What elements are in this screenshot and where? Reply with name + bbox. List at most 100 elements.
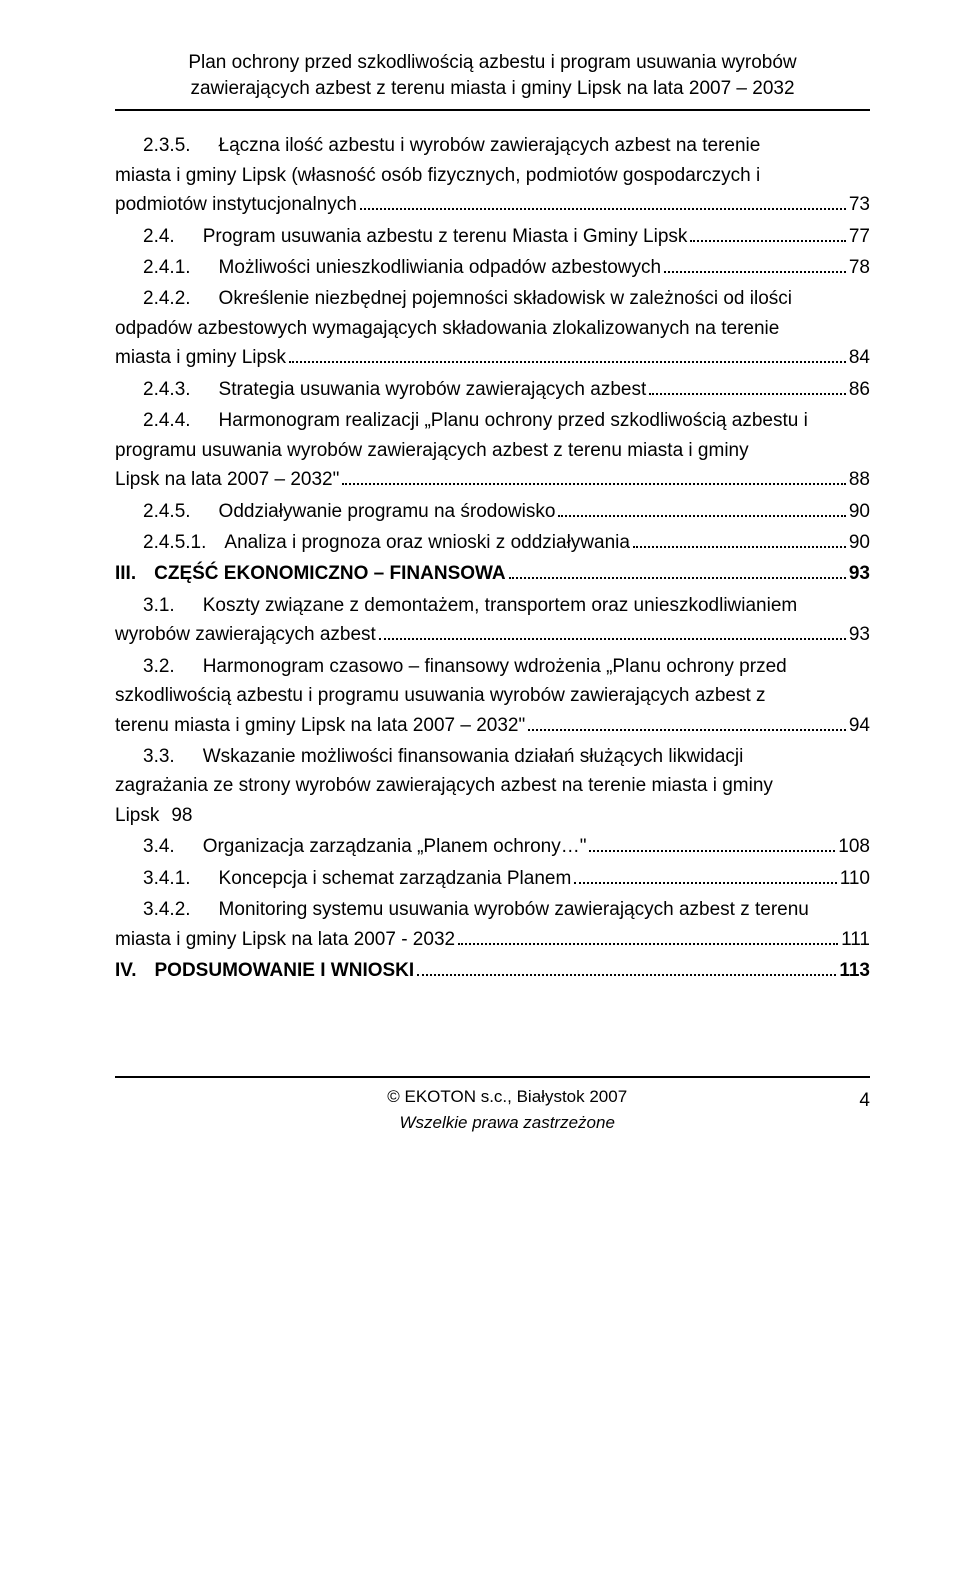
toc-title-cont: Lipsk na lata 2007 – 2032" <box>115 465 339 494</box>
toc-entry: 2.4.4. Harmonogram realizacji „Planu ochr… <box>115 406 870 494</box>
toc-entry: 2.4. Program usuwania azbestu z terenu Mi… <box>115 222 870 251</box>
toc-title-cont: miasta i gminy Lipsk <box>115 343 286 372</box>
toc-number: 2.4.3. <box>143 375 191 404</box>
toc-entry: 3.2. Harmonogram czasowo – finansowy wdro… <box>115 652 870 740</box>
toc-title-cont: odpadów azbestowych wymagających składow… <box>115 314 870 343</box>
toc-entry: III. CZĘŚĆ EKONOMICZNO – FINANSOWA 93 <box>115 559 870 588</box>
toc-leader-dots <box>633 546 846 548</box>
toc-page-number: 110 <box>840 864 870 893</box>
toc-firstline: 2.3.5. Łączna ilość azbestu i wyrobów zaw… <box>115 131 870 160</box>
toc-page-number: 78 <box>849 253 870 282</box>
toc-number: 2.4.1. <box>143 253 191 282</box>
toc-leader-dots <box>690 240 845 242</box>
toc-leader-dots <box>289 361 846 363</box>
toc-page-number: 113 <box>839 956 870 985</box>
toc-title-cont: miasta i gminy Lipsk (własność osób fizy… <box>115 161 870 190</box>
toc-leader-dots <box>360 208 846 210</box>
toc-leader-dots <box>589 850 835 852</box>
toc-number: 2.4. <box>143 222 175 251</box>
toc-title: Koszty związane z demontażem, transporte… <box>203 595 798 616</box>
toc-page-number: 73 <box>849 190 870 219</box>
toc-entry: 3.4. Organizacja zarządzania „Planem ochr… <box>115 832 870 861</box>
toc-firstline: 3.2. Harmonogram czasowo – finansowy wdro… <box>115 652 870 681</box>
toc-leader-dots <box>664 271 846 273</box>
toc-number: 3.1. <box>143 595 175 616</box>
toc-title-cont: terenu miasta i gminy Lipsk na lata 2007… <box>115 711 525 740</box>
toc-title: Strategia usuwania wyrobów zawierających… <box>219 375 647 404</box>
footer-center: © EKOTON s.c., Białystok 2007 Wszelkie p… <box>155 1084 859 1137</box>
toc-leader-dots <box>458 943 838 945</box>
toc-number: 2.3.5. <box>143 135 191 156</box>
toc-leader-dots <box>649 393 846 395</box>
toc-firstline: 3.3. Wskazanie możliwości finansowania dz… <box>115 742 870 771</box>
toc-title-cont: szkodliwością azbestu i programu usuwani… <box>115 681 870 710</box>
toc-entry: IV. PODSUMOWANIE I WNIOSKI 113 <box>115 956 870 985</box>
toc-title: Harmonogram realizacji „Planu ochrony pr… <box>219 410 808 431</box>
toc-firstline: 2.4.4. Harmonogram realizacji „Planu ochr… <box>115 406 870 435</box>
toc-title: Analiza i prognoza oraz wnioski z oddzia… <box>224 528 630 557</box>
toc-page-number: 98 <box>171 801 192 830</box>
toc-number: 3.4. <box>143 832 175 861</box>
toc-title-cont: programu usuwania wyrobów zawierających … <box>115 436 870 465</box>
toc-leader-dots <box>342 483 845 485</box>
toc-firstline: 2.4.2. Określenie niezbędnej pojemności s… <box>115 284 870 313</box>
toc-page-number: 90 <box>849 497 870 526</box>
toc-firstline: 3.4.2. Monitoring systemu usuwania wyrobó… <box>115 895 870 924</box>
toc-title-cont: miasta i gminy Lipsk na lata 2007 - 2032 <box>115 925 455 954</box>
toc-leader-dots <box>558 515 845 517</box>
toc-number: IV. <box>115 956 137 985</box>
toc-leader-dots <box>528 729 846 731</box>
toc-number: 3.3. <box>143 746 175 767</box>
toc-title-cont: Lipsk <box>115 801 159 830</box>
toc-entry: 3.4.2. Monitoring systemu usuwania wyrobó… <box>115 895 870 954</box>
toc-title-cont: zagrażania ze strony wyrobów zawierający… <box>115 771 870 800</box>
toc-title: Monitoring systemu usuwania wyrobów zawi… <box>219 899 809 920</box>
toc-number: 2.4.4. <box>143 410 191 431</box>
page-header: Plan ochrony przed szkodliwością azbestu… <box>115 50 870 111</box>
toc-leader-dots <box>509 577 846 579</box>
toc-entry: 2.4.3. Strategia usuwania wyrobów zawiera… <box>115 375 870 404</box>
toc-number: 2.4.5. <box>143 497 191 526</box>
toc-title: CZĘŚĆ EKONOMICZNO – FINANSOWA <box>154 559 506 588</box>
toc-page-number: 84 <box>849 343 870 372</box>
toc-entry: 2.4.1. Możliwości unieszkodliwiania odpad… <box>115 253 870 282</box>
toc-entry: 2.4.5.1.Analiza i prognoza oraz wnioski … <box>115 528 870 557</box>
toc-leader-dots <box>574 882 836 884</box>
toc-number: 3.2. <box>143 656 175 677</box>
toc-title: Określenie niezbędnej pojemności składow… <box>219 288 792 309</box>
page-footer: © EKOTON s.c., Białystok 2007 Wszelkie p… <box>115 1084 870 1137</box>
toc-entry: 3.4.1. Koncepcja i schemat zarządzania Pl… <box>115 864 870 893</box>
toc-title: PODSUMOWANIE I WNIOSKI <box>155 956 415 985</box>
page-number: 4 <box>859 1084 870 1115</box>
toc-title: Łączna ilość azbestu i wyrobów zawierają… <box>219 135 761 156</box>
toc-entry: 3.1. Koszty związane z demontażem, transp… <box>115 591 870 650</box>
toc-title: Oddziaływanie programu na środowisko <box>219 497 556 526</box>
toc-title: Organizacja zarządzania „Planem ochrony…… <box>203 832 587 861</box>
toc-entry: 2.3.5. Łączna ilość azbestu i wyrobów zaw… <box>115 131 870 219</box>
table-of-contents: 2.3.5. Łączna ilość azbestu i wyrobów zaw… <box>115 131 870 985</box>
header-line-2: zawierających azbest z terenu miasta i g… <box>115 76 870 102</box>
toc-title: Harmonogram czasowo – finansowy wdrożeni… <box>203 656 787 677</box>
footer-rule: © EKOTON s.c., Białystok 2007 Wszelkie p… <box>115 1076 870 1137</box>
toc-firstline: 3.1. Koszty związane z demontażem, transp… <box>115 591 870 620</box>
toc-page-number: 93 <box>849 559 870 588</box>
toc-entry: 3.3. Wskazanie możliwości finansowania dz… <box>115 742 870 830</box>
header-line-1: Plan ochrony przed szkodliwością azbestu… <box>115 50 870 76</box>
footer-copyright: © EKOTON s.c., Białystok 2007 <box>155 1084 859 1110</box>
toc-number: 3.4.2. <box>143 899 191 920</box>
toc-page-number: 77 <box>849 222 870 251</box>
toc-page-number: 88 <box>849 465 870 494</box>
toc-page-number: 94 <box>849 711 870 740</box>
toc-leader-dots <box>417 974 836 976</box>
toc-title: Możliwości unieszkodliwiania odpadów azb… <box>219 253 662 282</box>
toc-title: Program usuwania azbestu z terenu Miasta… <box>203 222 688 251</box>
toc-entry: 2.4.5. Oddziaływanie programu na środowis… <box>115 497 870 526</box>
toc-title-cont: podmiotów instytucjonalnych <box>115 190 357 219</box>
toc-title: Koncepcja i schemat zarządzania Planem <box>219 864 572 893</box>
toc-number: 2.4.2. <box>143 288 191 309</box>
toc-title: Wskazanie możliwości finansowania działa… <box>203 746 744 767</box>
toc-number: 3.4.1. <box>143 864 191 893</box>
toc-number: III. <box>115 559 136 588</box>
toc-page-number: 86 <box>849 375 870 404</box>
toc-leader-dots <box>379 638 846 640</box>
